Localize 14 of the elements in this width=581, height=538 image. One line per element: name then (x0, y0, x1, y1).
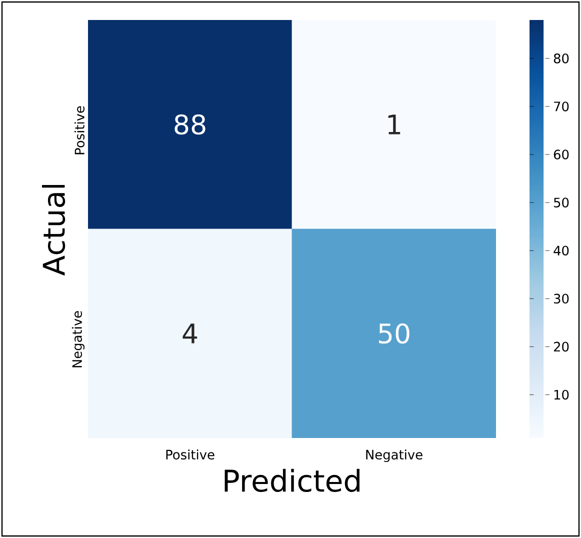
color-bar-label: 30 (554, 294, 569, 304)
color-bar-label: 80 (554, 54, 569, 64)
color-bar-label: 40 (554, 246, 569, 256)
data-label: 50 (378, 323, 410, 344)
data-label: 88 (174, 114, 206, 135)
data-label: 4 (182, 324, 198, 344)
color-bar-label: 70 (554, 102, 569, 112)
color-bar-label: 10 (554, 390, 569, 400)
x-axis-title: Predicted (224, 468, 360, 492)
y-axis-title: Actual (42, 184, 66, 276)
color-bar-label: 20 (554, 342, 569, 352)
data-label: 1 (388, 114, 400, 134)
color-bar-label: 50 (554, 198, 569, 208)
color-bar-label: 60 (554, 150, 569, 160)
